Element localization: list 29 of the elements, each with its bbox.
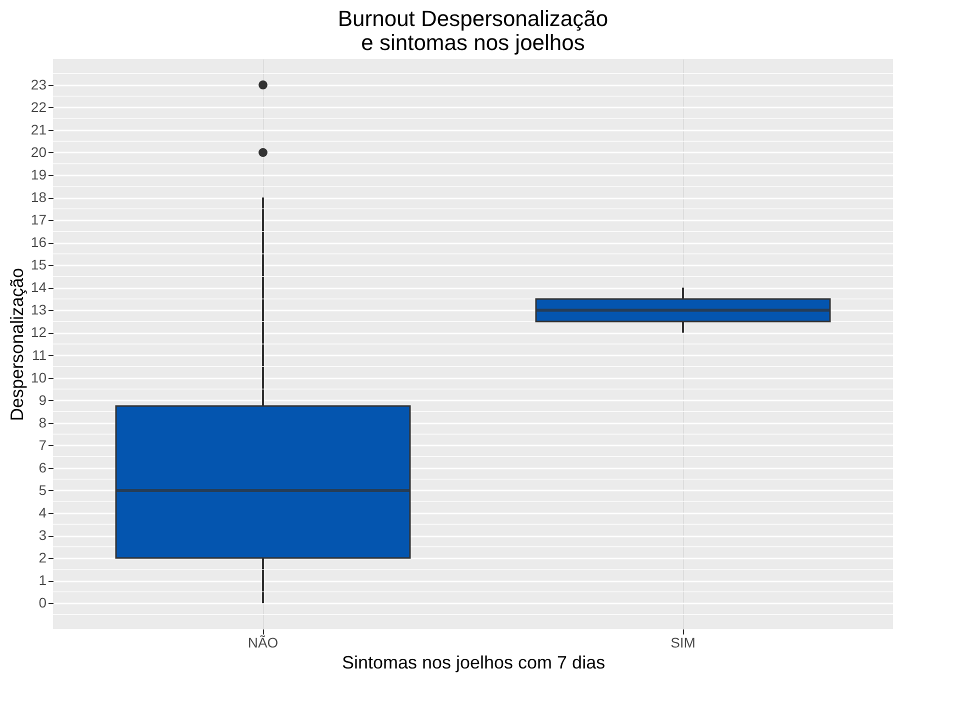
y-tick-label: 14: [30, 279, 47, 296]
y-tick-label: 20: [30, 144, 47, 160]
y-tick-label: 13: [30, 302, 47, 318]
y-tick-label: 7: [38, 436, 47, 453]
x-tick-label: SIM: [670, 634, 696, 650]
y-tick-label: 16: [30, 234, 47, 250]
y-tick-label: 0: [38, 594, 47, 611]
y-tick-label: 9: [38, 392, 47, 408]
y-tick-label: 1: [38, 572, 47, 588]
y-tick-label: 10: [30, 369, 47, 386]
y-tick-label: 6: [38, 459, 47, 476]
y-tick-label: 21: [30, 121, 47, 138]
y-tick-label: 4: [38, 504, 47, 520]
y-tick-label: 23: [30, 76, 47, 92]
y-tick-label: 18: [30, 189, 47, 206]
y-tick-label: 17: [30, 212, 47, 228]
chart-title: Burnout Despersonalização e sintomas nos joelhos: [338, 6, 608, 55]
y-tick-label: 22: [30, 98, 47, 115]
y-tick-label: 2: [38, 550, 47, 566]
y-tick-label: 15: [30, 256, 47, 273]
y-tick-label: 19: [30, 166, 47, 183]
y-tick-label: 8: [38, 414, 47, 430]
x-tick-label: NÃO: [248, 634, 278, 650]
y-axis-title: Despersonalização: [6, 268, 27, 422]
y-tick-label: 5: [38, 482, 47, 498]
y-tick-label: 3: [38, 527, 47, 543]
x-axis-title: Sintomas nos joelhos com 7 dias: [342, 652, 606, 672]
y-tick-label: 11: [32, 346, 47, 363]
y-tick-label: 12: [30, 324, 47, 340]
